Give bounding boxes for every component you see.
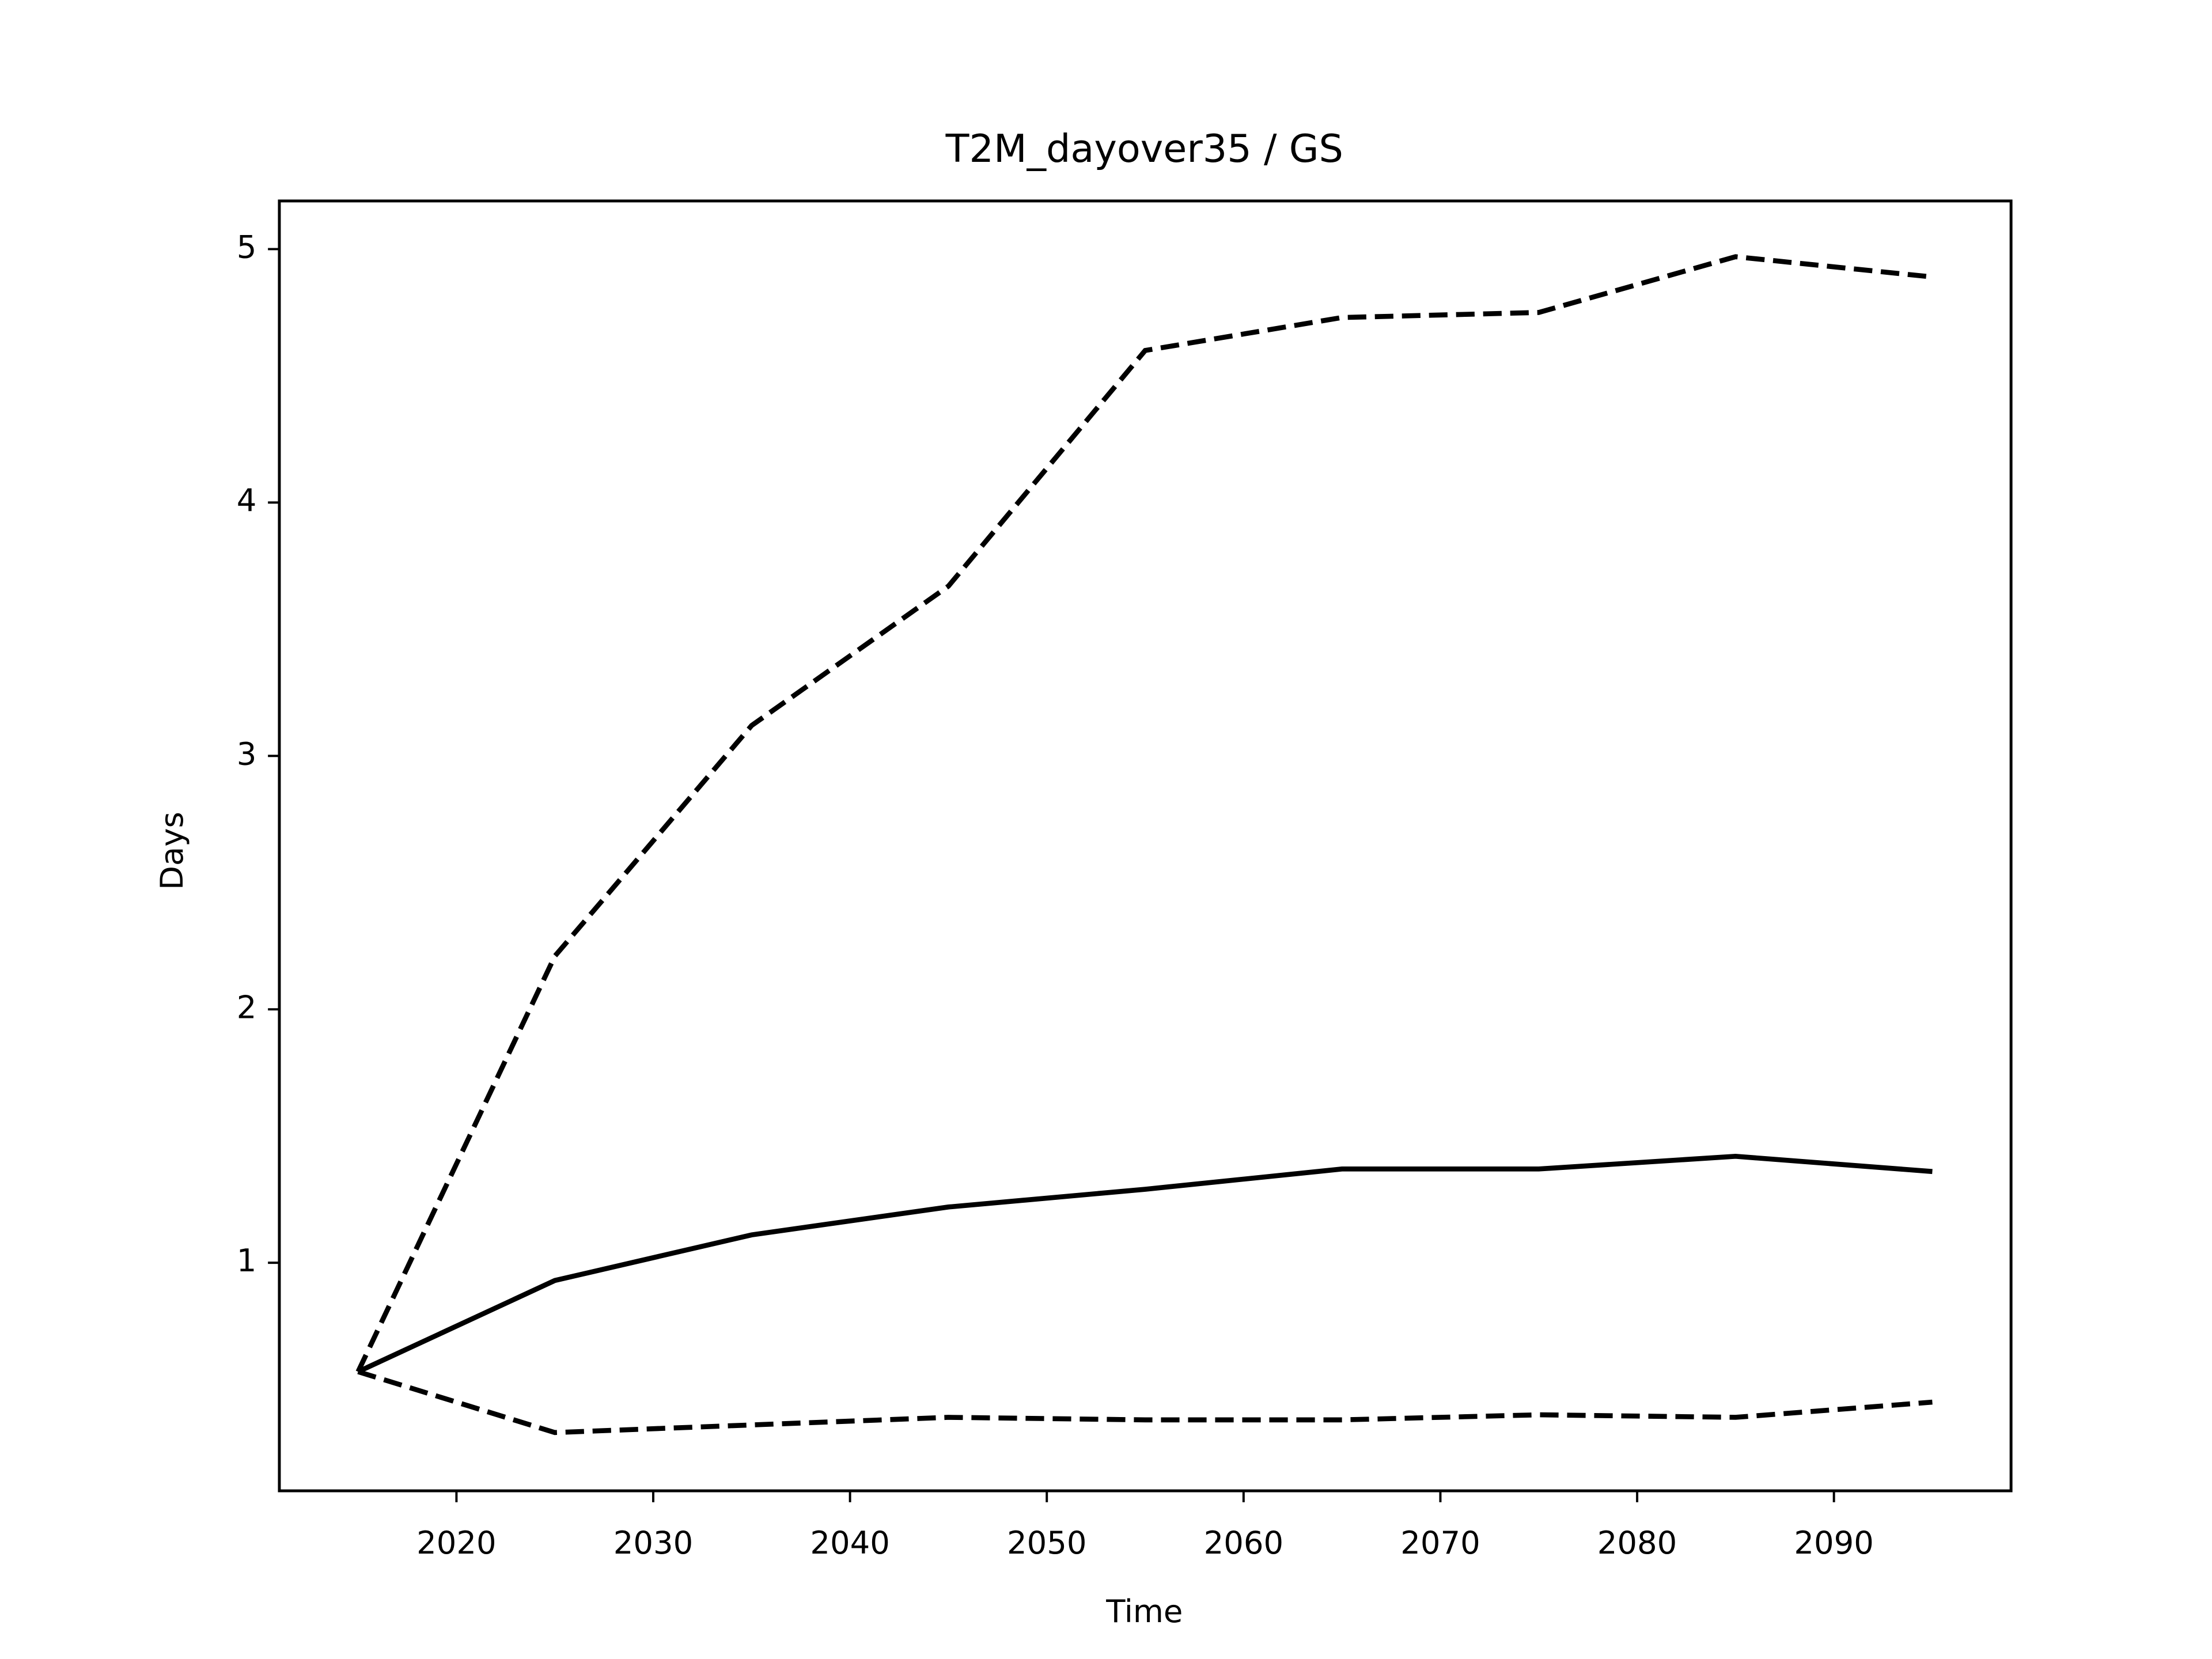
- x-tick-label: 2030: [613, 1524, 694, 1561]
- series-line: [357, 1154, 1933, 1374]
- x-axis-label: Time: [1105, 1593, 1183, 1630]
- y-tick-label: 5: [237, 229, 257, 266]
- y-tick-label: 2: [237, 988, 257, 1025]
- y-tick-label: 4: [237, 482, 257, 518]
- y-axis-label: Days: [153, 812, 190, 890]
- x-tick-label: 2070: [1400, 1524, 1480, 1561]
- x-tick-label: 2090: [1794, 1524, 1873, 1561]
- chart-title: T2M_dayover35 / GS: [945, 126, 1343, 171]
- plot-frame: [278, 199, 2013, 1493]
- y-tick-label: 1: [237, 1242, 257, 1279]
- series-line: [355, 254, 1933, 1373]
- y-tick-label: 3: [237, 735, 257, 772]
- x-tick-label: 2020: [416, 1524, 497, 1561]
- x-tick-label: 2050: [1007, 1524, 1087, 1561]
- x-tick-label: 2060: [1204, 1524, 1284, 1561]
- x-tick-label: 2040: [810, 1524, 890, 1561]
- x-tick-label: 2080: [1597, 1524, 1677, 1561]
- series-line: [357, 1369, 1933, 1435]
